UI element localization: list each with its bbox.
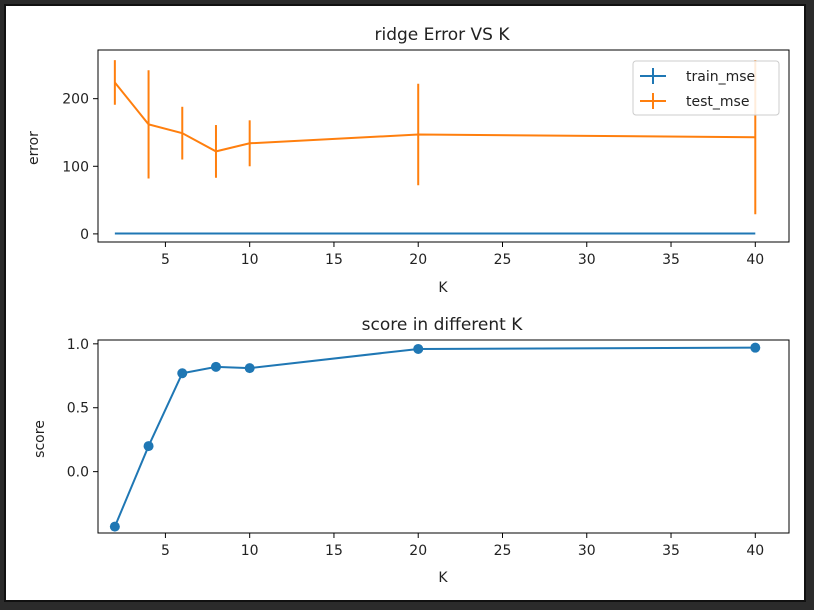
score-chart-marks (109, 342, 761, 532)
legend-label-test-mse: test_mse (686, 94, 749, 110)
error-chart-x-label: K (438, 280, 448, 296)
error-chart-x-tick-label: 30 (578, 252, 596, 268)
error-chart-y-tick-label: 200 (62, 92, 89, 108)
legend-entry-train-mse: train_mse (640, 68, 755, 85)
score-chart-x-tick-label: 25 (494, 543, 512, 559)
data-point-score (244, 363, 255, 374)
score-chart-plot-area (97, 339, 790, 534)
score-chart-title: score in different K (362, 315, 524, 335)
legend-label-train-mse: train_mse (686, 69, 755, 85)
score-chart-y-tick-label: 1.0 (67, 337, 89, 353)
error-chart-x-tick-label: 5 (161, 252, 170, 268)
error-chart-title: ridge Error VS K (375, 25, 511, 45)
score-chart-x-tick-label: 20 (409, 543, 427, 559)
score-chart-x-ticks: 5 10 15 20 25 30 35 40 (161, 533, 764, 559)
error-chart-legend: train_mse test_mse (632, 60, 780, 116)
error-chart-plot-area (97, 49, 790, 243)
error-chart-y-tick-label: 0 (80, 227, 89, 243)
score-chart-y-ticks: 0.0 0.5 1.0 (67, 337, 98, 481)
error-chart-y-tick-label: 100 (62, 159, 89, 175)
figure-window: ridge Error VS K 5 10 15 20 25 30 35 40 0 100 200… (4, 4, 806, 602)
error-chart-x-tick-label: 20 (409, 252, 427, 268)
legend-entry-test-mse: test_mse (640, 93, 749, 110)
error-chart-y-ticks: 0 100 200 (62, 92, 98, 243)
score-chart-x-tick-label: 35 (662, 543, 680, 559)
score-chart-y-label: score (32, 420, 48, 458)
series-line-score (113, 346, 756, 527)
data-point-score (210, 361, 221, 372)
data-point-score (109, 521, 120, 532)
data-point-score (143, 441, 154, 452)
score-chart-x-tick-label: 15 (325, 543, 343, 559)
figure-canvas: ridge Error VS K 5 10 15 20 25 30 35 40 0100200… (26, 25, 790, 586)
error-chart-x-ticks: 5 10 15 20 25 30 35 40 (161, 242, 764, 268)
score-chart-x-tick-label: 10 (241, 543, 259, 559)
data-point-score (177, 368, 188, 379)
error-chart-x-tick-label: 25 (494, 252, 512, 268)
error-chart-x-tick-label: 35 (662, 252, 680, 268)
data-point-score (750, 342, 761, 353)
score-chart-x-tick-label: 5 (161, 543, 170, 559)
error-chart-marks (113, 60, 757, 235)
error-chart-y-label: error (26, 131, 42, 165)
score-chart-y-tick-label: 0.5 (67, 401, 89, 417)
error-chart-x-tick-label: 10 (241, 252, 259, 268)
error-chart: ridge Error VS K 5 10 15 20 25 30 35 40 0 100 200… (26, 25, 790, 296)
score-chart-y-tick-label: 0.0 (67, 465, 89, 481)
score-chart: score in different K 5 10 15 20 25 30 35 40 0.0… (32, 315, 790, 586)
legend-box (632, 60, 780, 116)
score-chart-x-label: K (438, 570, 448, 586)
error-chart-x-tick-label: 15 (325, 252, 343, 268)
error-chart-x-tick-label: 40 (746, 252, 764, 268)
score-chart-x-tick-label: 30 (578, 543, 596, 559)
score-chart-x-tick-label: 40 (746, 543, 764, 559)
data-point-score (413, 343, 424, 354)
